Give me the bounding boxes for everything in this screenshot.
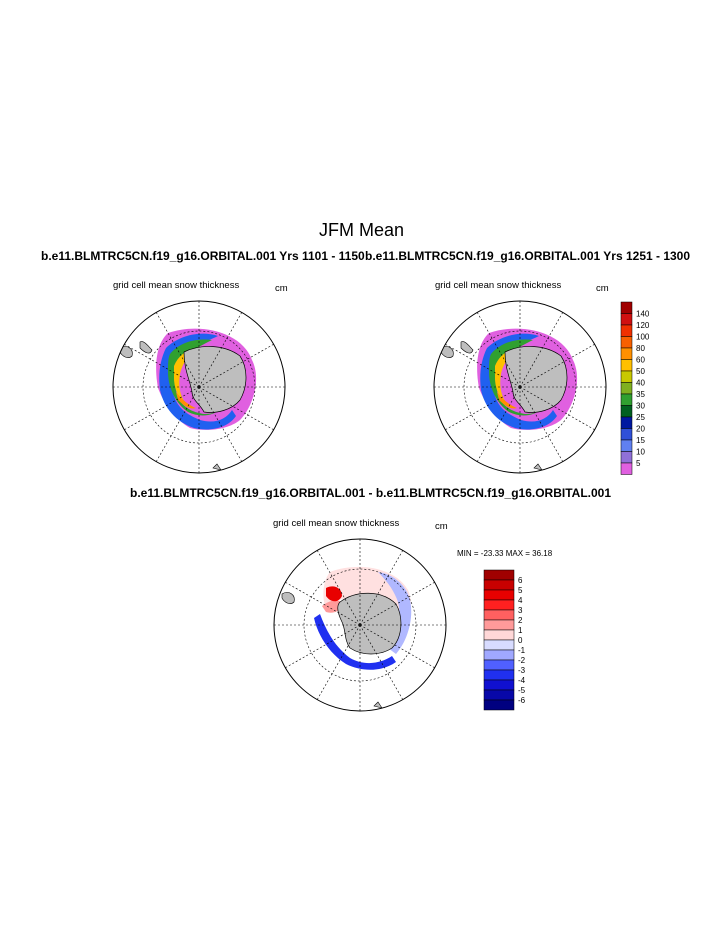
colorbar-diff-label: 2 xyxy=(518,616,523,625)
colorbar-top-swatch xyxy=(620,428,633,441)
colorbar-diff-swatch xyxy=(483,609,515,621)
colorbar-diff-swatch xyxy=(483,599,515,611)
panel-2-field-label: grid cell mean snow thickness xyxy=(435,280,562,291)
colorbar-diff-swatch xyxy=(483,669,515,681)
colorbar-top-label: 140 xyxy=(636,310,650,319)
colorbar-top-label: 40 xyxy=(636,379,645,388)
colorbar-diff-swatch xyxy=(483,619,515,631)
colorbar-top-swatch xyxy=(620,347,633,360)
colorbar-diff-label: -2 xyxy=(518,656,526,665)
colorbar-diff-label: 6 xyxy=(518,576,523,585)
colorbar-top-swatch xyxy=(620,313,633,326)
colorbar-top-label: 100 xyxy=(636,333,650,342)
panel-2-title: b.e11.BLMTRC5CN.f19_g16.ORBITAL.001 Yrs … xyxy=(365,249,691,263)
colorbar-diff-swatch xyxy=(483,699,515,711)
colorbar-diff-label: 1 xyxy=(518,626,523,635)
colorbar-top-label: 50 xyxy=(636,367,645,376)
colorbar-top-swatch xyxy=(620,336,633,349)
colorbar-diff-label: -3 xyxy=(518,666,526,675)
colorbar-diff-swatch xyxy=(483,659,515,671)
colorbar-top-swatch xyxy=(620,370,633,383)
map-panel-2-border xyxy=(433,300,607,474)
map-panel-1 xyxy=(113,301,285,473)
colorbar-diff-swatch xyxy=(483,689,515,701)
colorbar-top-swatch xyxy=(620,324,633,337)
colorbar-top-swatch xyxy=(620,439,633,452)
colorbar-top-label: 120 xyxy=(636,321,650,330)
colorbar-diff-swatch xyxy=(483,679,515,691)
colorbar-top-label: 80 xyxy=(636,344,645,353)
colorbar-diff-label: 4 xyxy=(518,596,523,605)
colorbar-top-swatch xyxy=(620,451,633,464)
panel-3-field-label: grid cell mean snow thickness xyxy=(273,518,400,529)
colorbar-diff-swatch xyxy=(483,589,515,601)
panel-1-title: b.e11.BLMTRC5CN.f19_g16.ORBITAL.001 Yrs … xyxy=(41,249,365,263)
map-panel-2 xyxy=(434,301,606,473)
colorbar-top-label: 30 xyxy=(636,402,645,411)
map-panel-3 xyxy=(274,539,446,711)
panel-3-units: cm xyxy=(435,521,448,532)
colorbar-top-swatch xyxy=(620,405,633,418)
colorbar-top-label: 25 xyxy=(636,413,645,422)
colorbar-top-label: 20 xyxy=(636,425,645,434)
panel-1-units: cm xyxy=(275,283,288,294)
map-panel-3-border xyxy=(273,538,447,712)
colorbar-diff-label: -6 xyxy=(518,696,526,705)
colorbar-top-swatch xyxy=(620,359,633,372)
colorbar-diff-swatch xyxy=(483,629,515,641)
colorbar-top-label: 60 xyxy=(636,356,645,365)
colorbar-diff-swatch xyxy=(483,569,515,581)
colorbar-diff-label: -4 xyxy=(518,676,526,685)
colorbar-diff-swatch xyxy=(483,639,515,651)
colorbar-top: 140 120 100 80 60 50 40 35 30 25 20 15 10 5 xyxy=(620,301,650,475)
colorbar-top-swatch xyxy=(620,382,633,395)
colorbar-top-swatch xyxy=(620,462,633,475)
colorbar-diff-label: 5 xyxy=(518,586,523,595)
colorbar-diff-label: -1 xyxy=(518,646,526,655)
colorbar-top-swatch xyxy=(620,301,633,314)
colorbar-diff-label: 0 xyxy=(518,636,523,645)
panel-3-title: b.e11.BLMTRC5CN.f19_g16.ORBITAL.001 - b.… xyxy=(130,486,612,500)
colorbar-top-label: 10 xyxy=(636,448,645,457)
colorbar-top-label: 5 xyxy=(636,459,641,468)
colorbar-top-label: 35 xyxy=(636,390,645,399)
colorbar-top-swatch xyxy=(620,416,633,429)
colorbar-top-swatch xyxy=(620,393,633,406)
page-title: JFM Mean xyxy=(318,220,405,240)
colorbar-diff-swatch xyxy=(483,579,515,591)
colorbar-diff-swatch xyxy=(483,649,515,661)
colorbar-diff-label: 3 xyxy=(518,606,523,615)
map-panel-1-border xyxy=(112,300,286,474)
colorbar-diff-label: -5 xyxy=(518,686,526,695)
colorbar-top-label: 15 xyxy=(636,436,645,445)
panel-1-field-label: grid cell mean snow thickness xyxy=(113,280,240,291)
panel-2-units: cm xyxy=(596,283,609,294)
diff-stats: MIN = -23.33 MAX = 36.18 xyxy=(457,549,553,558)
